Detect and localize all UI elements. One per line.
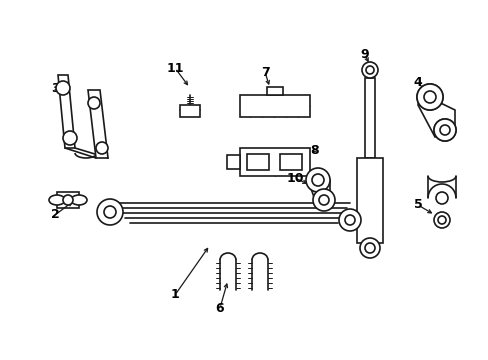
Bar (364, 78, 374, 158)
Text: 5: 5 (413, 198, 422, 211)
Bar (280, 154, 302, 170)
Circle shape (97, 199, 123, 225)
Text: 4: 4 (413, 76, 422, 89)
Text: 11: 11 (166, 62, 183, 75)
Polygon shape (417, 93, 454, 137)
Circle shape (345, 215, 354, 225)
Circle shape (305, 168, 329, 192)
Polygon shape (240, 95, 309, 117)
Circle shape (104, 206, 116, 218)
Circle shape (338, 209, 360, 231)
Ellipse shape (49, 195, 65, 205)
Circle shape (433, 119, 455, 141)
Text: 7: 7 (260, 66, 269, 78)
Circle shape (56, 81, 70, 95)
Circle shape (63, 131, 77, 145)
Text: 2: 2 (51, 208, 59, 221)
Circle shape (63, 195, 73, 205)
Circle shape (311, 174, 324, 186)
Circle shape (416, 84, 442, 110)
Circle shape (439, 125, 449, 135)
Circle shape (365, 66, 373, 74)
Bar (57, 192, 79, 208)
Circle shape (433, 119, 455, 141)
Circle shape (96, 142, 108, 154)
Polygon shape (88, 90, 108, 158)
Circle shape (437, 216, 445, 224)
Circle shape (423, 91, 435, 103)
Bar (356, 158, 382, 243)
Circle shape (359, 238, 379, 258)
Circle shape (439, 125, 449, 135)
Circle shape (88, 97, 100, 109)
Circle shape (433, 212, 449, 228)
Circle shape (361, 62, 377, 78)
Polygon shape (58, 75, 75, 148)
Text: 3: 3 (51, 81, 59, 94)
Bar (246, 154, 268, 170)
Circle shape (435, 192, 447, 204)
Polygon shape (180, 105, 200, 117)
Circle shape (312, 189, 334, 211)
Text: 9: 9 (360, 49, 368, 62)
Circle shape (423, 91, 435, 103)
Bar (266, 87, 283, 95)
Circle shape (364, 243, 374, 253)
Text: 10: 10 (285, 171, 303, 184)
Ellipse shape (71, 195, 87, 205)
Text: 6: 6 (215, 302, 224, 315)
Polygon shape (226, 155, 240, 169)
Polygon shape (240, 148, 309, 176)
Circle shape (416, 84, 442, 110)
Text: 8: 8 (310, 144, 319, 157)
Polygon shape (307, 180, 329, 200)
Text: 1: 1 (170, 288, 179, 302)
Circle shape (318, 195, 328, 205)
